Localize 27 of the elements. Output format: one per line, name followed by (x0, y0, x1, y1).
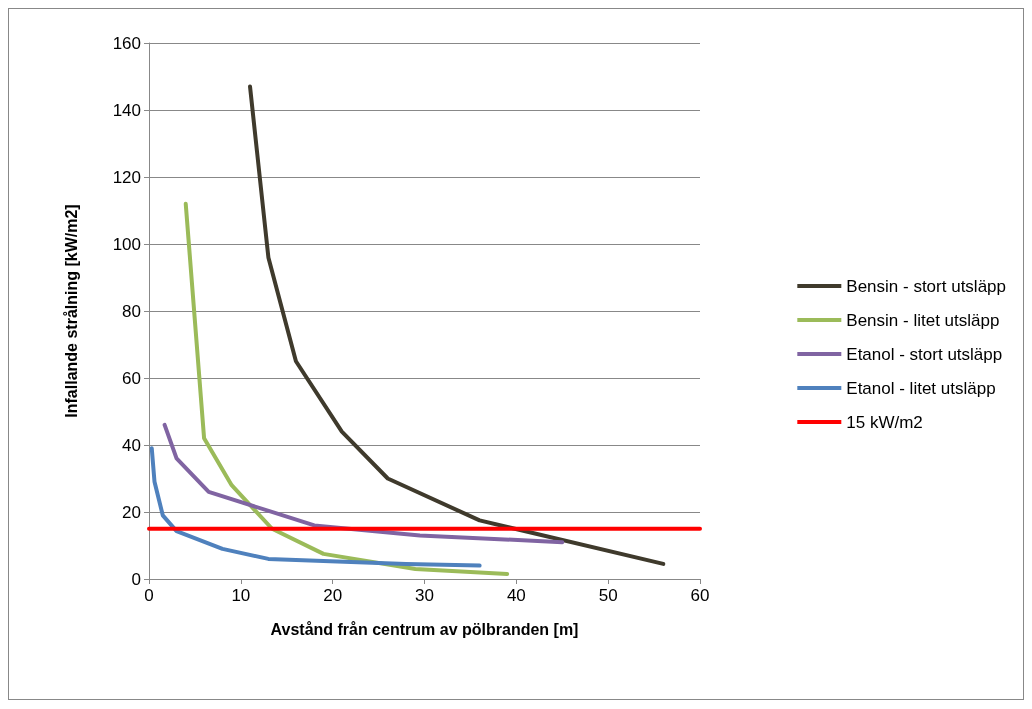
x-tick-label: 10 (231, 586, 251, 605)
line-series (149, 446, 482, 568)
legend-label: Etanol - stort utsläpp (846, 344, 1003, 364)
x-tick-label: 50 (598, 586, 618, 605)
legend-label: Bensin - litet utsläpp (846, 310, 1000, 330)
x-tick-label: 60 (690, 586, 710, 605)
x-tick-label: 20 (323, 586, 343, 605)
x-tick-label: 30 (415, 586, 434, 605)
y-tick-label: 160 (112, 33, 141, 53)
legend-label: 15 kW/m2 (846, 412, 923, 432)
x-tick-label: 0 (144, 586, 154, 605)
y-tick-label: 40 (122, 435, 141, 455)
y-tick-label: 60 (122, 368, 141, 388)
legend-label: Bensin - stort utsläpp (846, 276, 1007, 296)
y-tick-label: 100 (112, 234, 141, 254)
y-tick-label: 80 (122, 301, 141, 321)
legend-label: Etanol - litet utsläpp (846, 378, 996, 398)
y-tick-label: 0 (131, 569, 141, 589)
line-series (183, 201, 510, 576)
y-tick-label: 20 (122, 502, 141, 522)
line-series (162, 422, 565, 545)
y-tick-label: 120 (112, 167, 141, 187)
x-tick-label: 40 (506, 586, 526, 605)
x-axis-title: Avstånd från centrum av pölbranden [m] (270, 620, 579, 638)
y-tick-label: 140 (112, 100, 141, 120)
line-series (248, 84, 666, 566)
y-axis-title: Infallande strålning [kW/m2] (62, 204, 80, 418)
